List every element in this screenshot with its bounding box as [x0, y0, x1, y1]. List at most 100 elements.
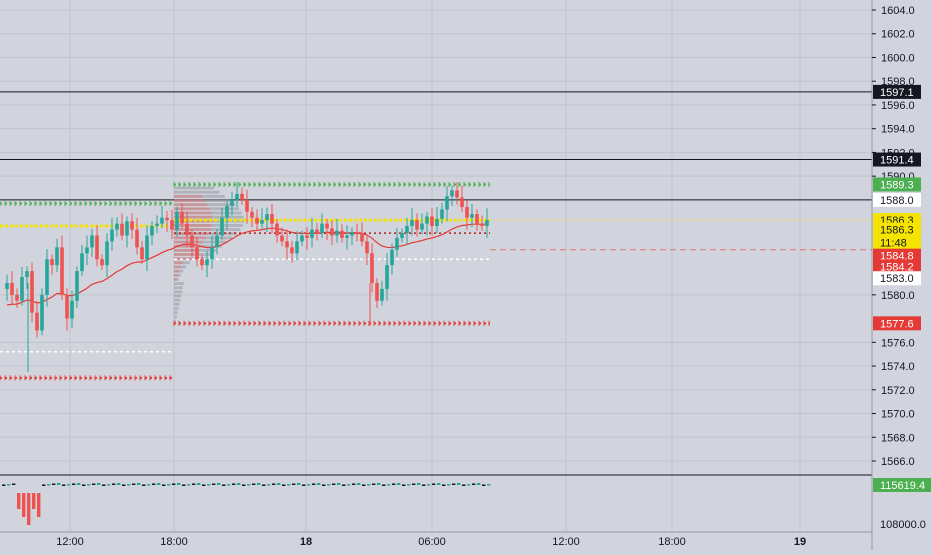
volume-axis-tick: 108000.0: [880, 519, 926, 531]
volume-bar: [472, 483, 476, 485]
candle-body: [215, 235, 219, 248]
candle-body: [175, 211, 179, 230]
profile-bar: [174, 257, 207, 261]
candle-body: [30, 271, 34, 313]
horizontal-levels[interactable]: [0, 91, 872, 251]
price-tick-label: 1570.0: [881, 409, 915, 421]
profile-bar: [174, 253, 212, 256]
profile-bar: [174, 199, 231, 202]
price-label-box[interactable]: [873, 177, 921, 192]
profile-bar: [174, 228, 241, 231]
price-label-box[interactable]: [873, 152, 921, 167]
volume-axis-label: 115619.4: [880, 480, 925, 492]
candle-body: [240, 193, 244, 200]
profile-bar: [174, 269, 184, 273]
candle-body: [230, 199, 234, 206]
candle-body: [270, 214, 274, 224]
candle-body: [160, 217, 164, 224]
candle-body: [35, 312, 39, 331]
time-tick-label: 19: [794, 536, 806, 548]
profile-bar: [174, 319, 176, 323]
volume-bar: [342, 484, 346, 486]
price-label-box[interactable]: [873, 192, 921, 207]
profile-bar: [174, 215, 244, 219]
price-label-text: 1591.4: [880, 155, 914, 167]
candle-body: [340, 230, 344, 238]
profile-bar: [174, 190, 220, 194]
candle-body: [290, 247, 294, 254]
candle-body: [450, 190, 454, 197]
volume-bar: [482, 484, 486, 486]
profile-bar: [174, 211, 242, 215]
time-axis[interactable]: 12:00 18:00 18 06:00 12:00 18:00 19: [0, 531, 872, 548]
price-axis[interactable]: 1604.01602.01600.01598.01596.01594.01592…: [871, 0, 932, 550]
volume-bar: [172, 483, 176, 485]
volume-bar: [367, 484, 371, 486]
price-label-box[interactable]: [873, 84, 921, 99]
candle-body: [350, 231, 354, 236]
profile-bar-sell: [174, 211, 212, 215]
price-label-box[interactable]: [873, 235, 921, 250]
profile-bar-sell: [174, 273, 178, 277]
price-label-text: 1597.1: [880, 87, 914, 99]
volume-bar: [117, 483, 121, 485]
candle-body: [55, 247, 59, 266]
candle-body: [250, 211, 254, 218]
volume-bar: [62, 484, 66, 486]
volume-bar: [127, 484, 131, 486]
profile-bar-sell: [174, 261, 183, 265]
price-label-box[interactable]: [873, 259, 921, 274]
candles: [5, 182, 489, 372]
profile-bar: [174, 311, 178, 315]
volume-bar: [372, 483, 376, 485]
candle-body: [295, 241, 299, 254]
profile-bar-sell: [174, 219, 213, 223]
volume-bar: [137, 483, 141, 485]
candle-body: [120, 223, 124, 236]
price-label-box[interactable]: [873, 222, 921, 237]
volume-bar: [192, 483, 196, 485]
candle-body: [155, 223, 159, 227]
volume-bar: [247, 484, 251, 486]
volume-bar: [297, 483, 301, 485]
volume-bar: [272, 483, 276, 485]
volume-bar: [292, 483, 296, 485]
candle-body: [330, 228, 334, 236]
candle-body: [50, 259, 54, 266]
candle-body: [410, 220, 414, 227]
profile-bar: [174, 203, 235, 207]
candle-body: [75, 271, 79, 301]
candle-body: [205, 259, 209, 266]
price-label-box[interactable]: [873, 271, 921, 286]
candle-body: [70, 300, 74, 319]
profile-bar-sell: [174, 207, 210, 211]
volume-bar: [357, 483, 361, 485]
candle-body: [335, 230, 339, 236]
price-label-box[interactable]: [873, 316, 921, 331]
candle-body: [85, 247, 89, 254]
profile-bar-sell: [174, 248, 198, 252]
candle-body: [180, 211, 184, 224]
volume-axis-label-box[interactable]: [873, 478, 931, 492]
profile-bar: [174, 307, 179, 310]
candle-body: [440, 209, 444, 219]
candle-body: [5, 282, 9, 289]
candle-body: [195, 247, 199, 260]
price-tick-label: 1596.0: [881, 100, 915, 112]
candle-body: [375, 282, 379, 301]
candle-body: [255, 217, 259, 224]
profile-bar-sell: [174, 240, 204, 244]
volume-bar: [102, 484, 106, 486]
profile-bar: [174, 248, 217, 252]
candle-body: [150, 226, 154, 236]
price-label-box[interactable]: [873, 248, 921, 263]
volume-bar: [387, 484, 391, 486]
volume-bar: [222, 484, 226, 486]
price-tick-label: 1594.0: [881, 124, 915, 136]
profile-bar: [174, 315, 177, 319]
candle-body: [210, 247, 214, 260]
profile-bar: [174, 236, 233, 240]
candle-body: [360, 234, 364, 242]
